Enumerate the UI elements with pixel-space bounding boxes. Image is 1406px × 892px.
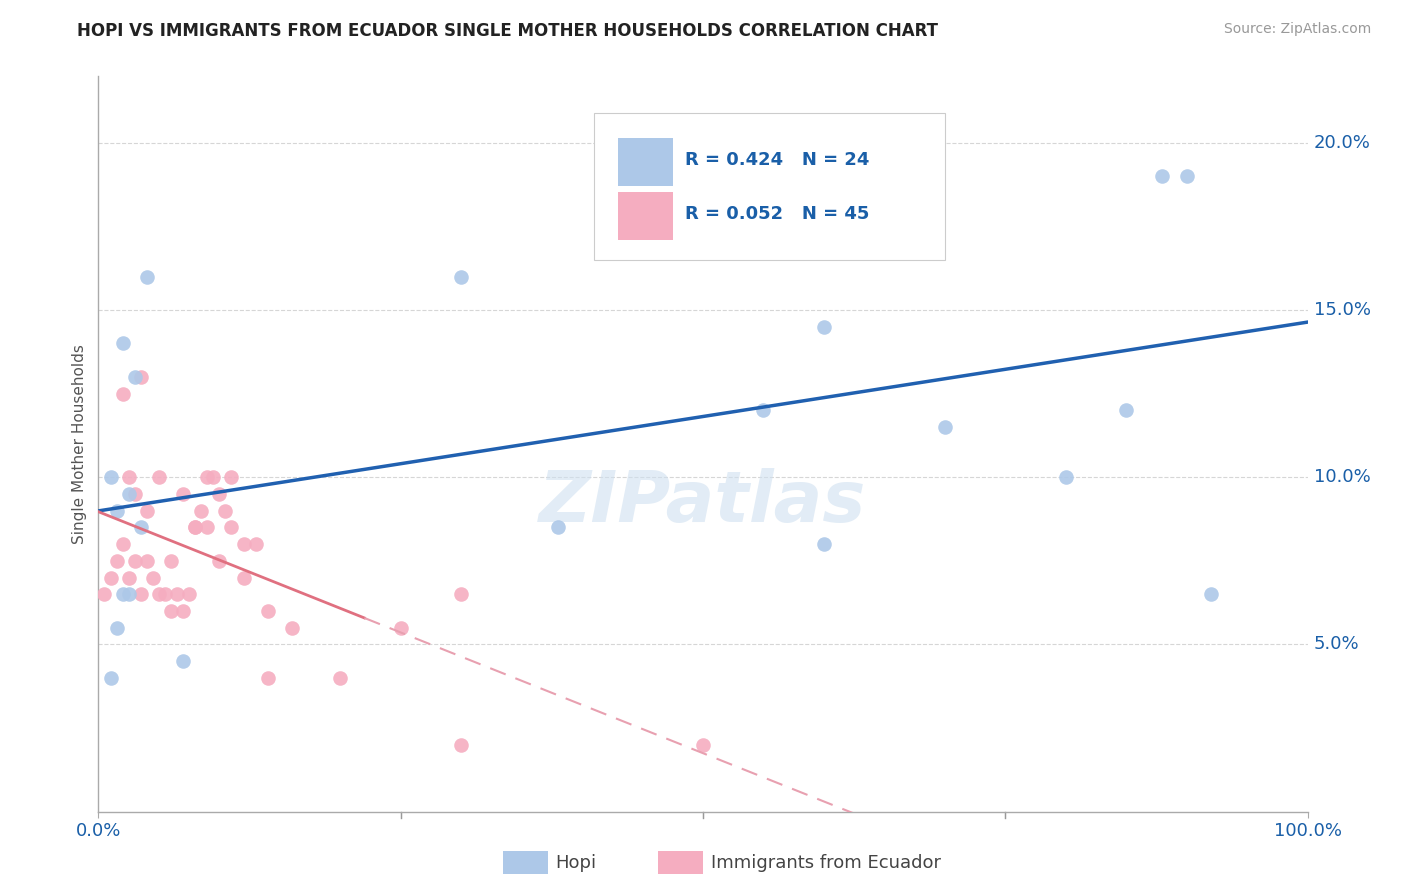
Text: 20.0%: 20.0% — [1313, 134, 1371, 152]
Point — [873, 153, 896, 167]
Point — [153, 587, 176, 601]
Point — [813, 537, 835, 551]
Point — [1054, 470, 1077, 484]
Point — [148, 470, 170, 484]
Point — [256, 604, 278, 618]
Point — [281, 621, 304, 635]
Text: Hopi: Hopi — [555, 854, 596, 871]
Point — [813, 319, 835, 334]
Point — [129, 369, 152, 384]
Point — [172, 654, 194, 668]
Point — [160, 554, 183, 568]
Point — [692, 738, 714, 752]
Text: R = 0.052   N = 45: R = 0.052 N = 45 — [685, 205, 869, 223]
Point — [202, 470, 225, 484]
Point — [111, 587, 134, 601]
Text: Immigrants from Ecuador: Immigrants from Ecuador — [711, 854, 942, 871]
Point — [160, 604, 183, 618]
Text: 15.0%: 15.0% — [1313, 301, 1371, 319]
Point — [450, 587, 472, 601]
Point — [100, 571, 122, 585]
Point — [105, 554, 128, 568]
Point — [100, 671, 122, 685]
Point — [208, 487, 231, 501]
Point — [214, 503, 236, 517]
Point — [135, 503, 157, 517]
Point — [124, 554, 146, 568]
Point — [118, 487, 141, 501]
Y-axis label: Single Mother Households: Single Mother Households — [72, 343, 87, 544]
Point — [142, 571, 165, 585]
FancyBboxPatch shape — [595, 112, 945, 260]
Point — [124, 369, 146, 384]
Point — [232, 571, 254, 585]
Point — [129, 587, 152, 601]
Point — [195, 470, 218, 484]
Point — [166, 587, 188, 601]
Point — [129, 520, 152, 534]
Point — [124, 487, 146, 501]
Point — [93, 587, 115, 601]
Point — [195, 520, 218, 534]
Point — [184, 520, 207, 534]
FancyBboxPatch shape — [619, 138, 672, 186]
Point — [329, 671, 352, 685]
Point — [172, 487, 194, 501]
Point — [111, 386, 134, 401]
Point — [934, 420, 956, 434]
Point — [450, 738, 472, 752]
Point — [245, 537, 267, 551]
Point — [105, 503, 128, 517]
Point — [118, 571, 141, 585]
Point — [111, 336, 134, 351]
Point — [190, 503, 212, 517]
Text: 5.0%: 5.0% — [1313, 635, 1360, 654]
Point — [118, 470, 141, 484]
Text: 10.0%: 10.0% — [1313, 468, 1371, 486]
Point — [547, 520, 569, 534]
Text: HOPI VS IMMIGRANTS FROM ECUADOR SINGLE MOTHER HOUSEHOLDS CORRELATION CHART: HOPI VS IMMIGRANTS FROM ECUADOR SINGLE M… — [77, 22, 938, 40]
Point — [111, 537, 134, 551]
Point — [148, 587, 170, 601]
Point — [1199, 587, 1222, 601]
Point — [1152, 169, 1174, 183]
Point — [232, 537, 254, 551]
Point — [135, 554, 157, 568]
Point — [105, 621, 128, 635]
FancyBboxPatch shape — [619, 192, 672, 240]
Point — [179, 587, 201, 601]
Text: R = 0.424   N = 24: R = 0.424 N = 24 — [685, 152, 869, 169]
Point — [221, 470, 243, 484]
Point — [184, 520, 207, 534]
Point — [118, 587, 141, 601]
Text: ZIPatlas: ZIPatlas — [540, 468, 866, 537]
Point — [1175, 169, 1198, 183]
Point — [135, 269, 157, 284]
Point — [221, 520, 243, 534]
Point — [172, 604, 194, 618]
Point — [450, 269, 472, 284]
Point — [100, 470, 122, 484]
Point — [389, 621, 412, 635]
Point — [208, 554, 231, 568]
Text: Source: ZipAtlas.com: Source: ZipAtlas.com — [1223, 22, 1371, 37]
Point — [1115, 403, 1137, 417]
Point — [752, 403, 775, 417]
Point — [256, 671, 278, 685]
